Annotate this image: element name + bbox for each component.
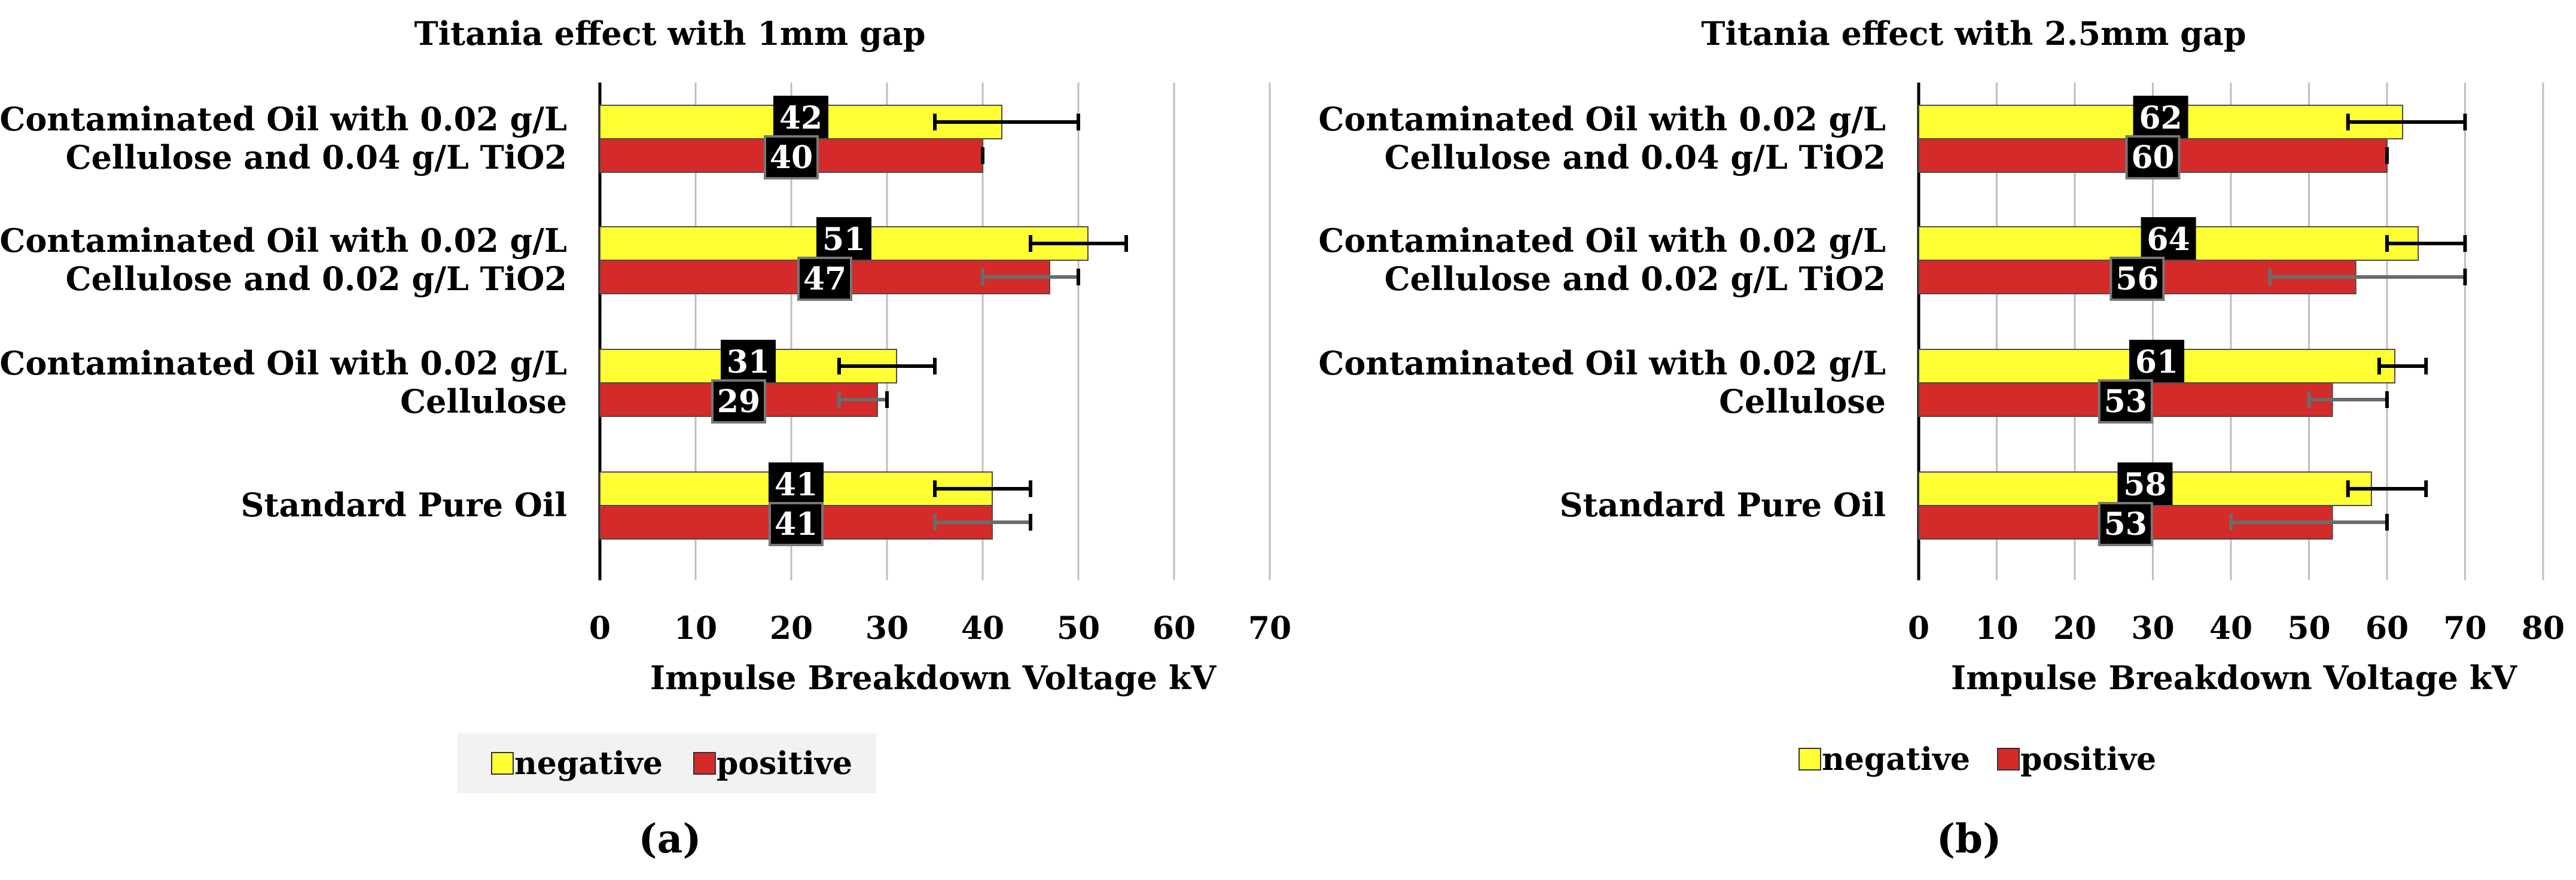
x-tick-label: 10	[674, 610, 717, 647]
data-label-positive: 53	[2104, 383, 2147, 420]
panel-label: (a)	[638, 815, 701, 862]
data-label-box	[2125, 135, 2181, 179]
x-tick-label: 20	[2053, 610, 2096, 647]
category-label: Cellulose and 0.04 g/L TiO2	[66, 138, 567, 176]
category-label: Standard Pure Oil	[1560, 486, 1886, 524]
legend-swatch-negative	[1798, 748, 1821, 771]
data-label-positive: 53	[2104, 506, 2147, 543]
data-label-negative: 31	[727, 344, 770, 380]
category-label: Contaminated Oil with 0.02 g/L	[1318, 100, 1886, 138]
x-tick-label: 70	[1248, 610, 1291, 647]
category-label: Standard Pure Oil	[241, 486, 567, 524]
panel-a: Titania effect with 1mm gap4240Contamina…	[0, 14, 1291, 862]
x-tick-label: 0	[1908, 610, 1929, 647]
x-tick-label: 0	[589, 610, 611, 647]
x-tick-label: 50	[2287, 610, 2330, 647]
data-label-negative: 42	[779, 100, 822, 136]
category-label: Cellulose	[400, 382, 567, 421]
category-label: Contaminated Oil with 0.02 g/L	[0, 344, 567, 382]
legend-swatch-negative	[491, 752, 514, 775]
data-label-box	[711, 379, 766, 424]
category-label: Contaminated Oil with 0.02 g/L	[0, 221, 567, 260]
category-label: Cellulose and 0.02 g/L TiO2	[1385, 260, 1886, 298]
x-tick-label: 40	[961, 610, 1004, 647]
chart-title: Titania effect with 1mm gap	[414, 14, 925, 53]
data-label-negative: 51	[822, 221, 865, 258]
x-tick-label: 30	[865, 610, 909, 647]
chart-title: Titania effect with 2.5mm gap	[1701, 14, 2246, 53]
x-axis-label: Impulse Breakdown Voltage kV	[650, 659, 1217, 697]
x-tick-label: 40	[2209, 610, 2252, 647]
data-label-negative: 64	[2147, 221, 2190, 258]
data-label-box	[769, 502, 824, 546]
data-label-box	[773, 96, 828, 140]
data-label-positive: 40	[770, 139, 813, 176]
x-tick-label: 20	[770, 610, 813, 647]
data-label-box	[2109, 257, 2165, 301]
x-tick-label: 50	[1057, 610, 1100, 647]
legend-swatch-positive	[1997, 748, 2020, 771]
category-label: Contaminated Oil with 0.02 g/L	[1318, 221, 1886, 260]
x-axis-label: Impulse Breakdown Voltage kV	[1951, 659, 2517, 697]
x-tick-label: 60	[1153, 610, 1196, 647]
legend-label-positive: positive	[717, 745, 852, 782]
data-label-box	[2133, 96, 2188, 140]
data-label-negative: 41	[775, 467, 818, 503]
category-label: Contaminated Oil with 0.02 g/L	[0, 100, 567, 138]
legend-label-negative: negative	[514, 745, 663, 782]
category-label: Contaminated Oil with 0.02 g/L	[1318, 344, 1886, 382]
legend-label-positive: positive	[2020, 741, 2156, 778]
panel-b: Titania effect with 2.5mm gap6260Contami…	[1318, 14, 2565, 862]
data-label-negative: 61	[2135, 344, 2178, 380]
data-label-negative: 62	[2139, 100, 2182, 136]
data-label-box	[2098, 502, 2153, 546]
legend-label-negative: negative	[1822, 741, 1970, 778]
data-label-box	[797, 257, 852, 301]
data-label-box	[2141, 217, 2196, 261]
legend-background	[458, 733, 876, 793]
x-tick-label: 70	[2443, 610, 2486, 647]
x-tick-label: 10	[1975, 610, 2018, 647]
data-label-positive: 29	[717, 383, 760, 420]
x-tick-label: 80	[2522, 610, 2565, 647]
data-label-negative: 58	[2123, 467, 2166, 503]
x-tick-label: 60	[2365, 610, 2409, 647]
data-label-positive: 60	[2131, 139, 2174, 176]
data-label-box	[2098, 379, 2153, 424]
x-tick-label: 30	[2131, 610, 2174, 647]
data-label-box	[2129, 340, 2185, 384]
panel-label: (b)	[1937, 815, 2002, 862]
data-label-positive: 56	[2115, 261, 2159, 297]
legend-swatch-positive	[693, 752, 716, 775]
category-label: Cellulose and 0.02 g/L TiO2	[66, 260, 567, 298]
data-label-positive: 47	[803, 261, 846, 297]
data-label-box	[764, 135, 819, 179]
category-label: Cellulose and 0.04 g/L TiO2	[1385, 138, 1886, 176]
category-label: Cellulose	[1719, 382, 1886, 421]
data-label-positive: 41	[775, 506, 818, 543]
